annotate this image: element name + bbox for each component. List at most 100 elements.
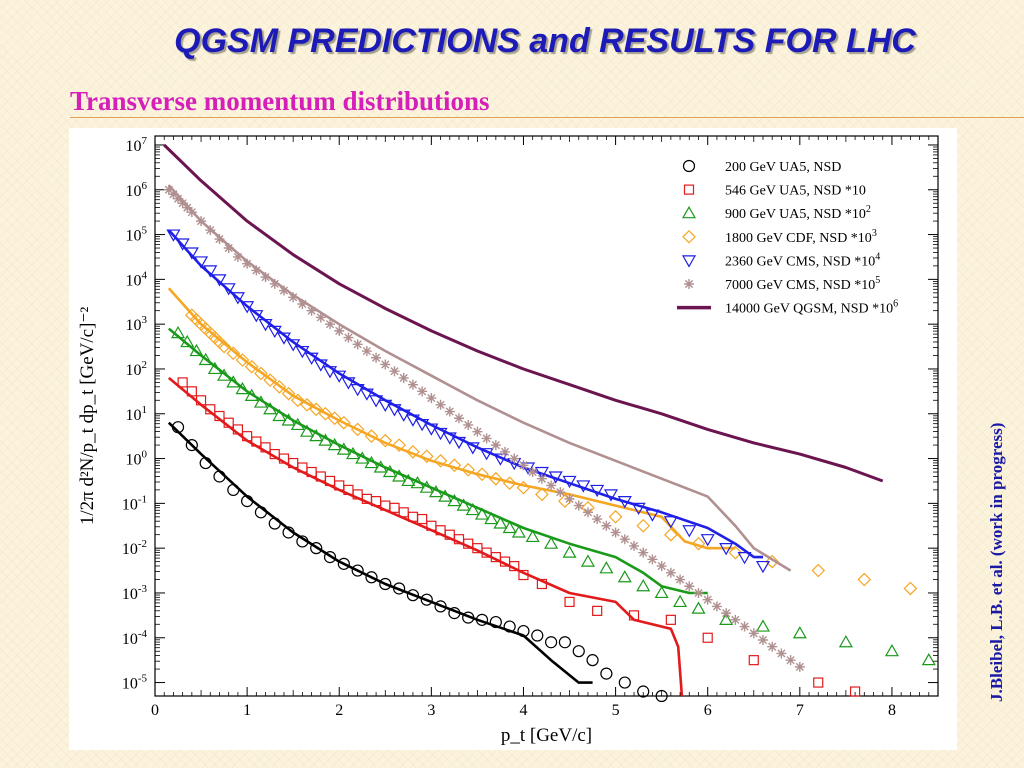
data-point-0 xyxy=(558,636,572,649)
data-point-5 xyxy=(444,406,455,417)
legend-swatch xyxy=(682,159,696,173)
data-point-5 xyxy=(767,641,778,652)
y-tick-label: 100 xyxy=(126,449,148,469)
y-tick-label: 10-3 xyxy=(122,583,148,603)
y-tick-label: 101 xyxy=(126,404,148,424)
x-tick-label: 4 xyxy=(519,702,527,719)
data-point-4 xyxy=(617,496,632,509)
data-point-3 xyxy=(433,453,448,468)
data-point-3 xyxy=(664,527,678,542)
x-tick-label: 5 xyxy=(612,702,620,719)
data-point-2 xyxy=(382,464,397,478)
data-point-0 xyxy=(379,577,392,591)
data-point-3 xyxy=(309,402,324,417)
series-curve-1 xyxy=(167,376,684,696)
data-point-5 xyxy=(260,272,271,283)
data-point-1 xyxy=(232,424,244,435)
data-point-2 xyxy=(299,424,315,437)
legend-swatch xyxy=(683,184,695,195)
data-point-4 xyxy=(221,283,236,296)
data-point-4 xyxy=(451,436,467,450)
data-point-2 xyxy=(170,325,186,339)
data-point-1 xyxy=(186,386,197,397)
data-point-4 xyxy=(267,325,282,339)
data-point-5 xyxy=(352,339,363,350)
data-point-4 xyxy=(590,484,605,498)
series-curve-3 xyxy=(167,287,736,550)
data-point-5 xyxy=(481,433,492,444)
data-point-3 xyxy=(336,415,351,430)
data-point-1 xyxy=(702,632,713,643)
data-point-3 xyxy=(364,429,379,444)
data-point-5 xyxy=(601,520,612,531)
data-point-1 xyxy=(849,686,861,697)
data-point-3 xyxy=(447,458,462,473)
data-point-5 xyxy=(721,608,732,619)
data-point-4 xyxy=(240,301,255,314)
data-point-5 xyxy=(693,587,704,598)
data-point-2 xyxy=(673,594,688,608)
data-point-5 xyxy=(739,621,750,632)
data-point-5 xyxy=(297,299,308,309)
data-point-2 xyxy=(419,480,434,493)
data-point-4 xyxy=(341,377,356,390)
data-point-3 xyxy=(636,518,651,533)
x-tick-label: 8 xyxy=(888,702,896,719)
data-point-0 xyxy=(406,589,420,602)
data-point-5 xyxy=(186,207,197,218)
data-point-4 xyxy=(562,475,577,489)
data-point-5 xyxy=(619,534,630,545)
data-point-3 xyxy=(254,366,268,381)
data-point-3 xyxy=(263,373,277,388)
data-point-5 xyxy=(398,372,409,383)
data-point-5 xyxy=(380,359,391,370)
data-point-1 xyxy=(628,610,640,621)
data-point-0 xyxy=(600,667,613,680)
data-point-5 xyxy=(288,292,299,303)
data-point-0 xyxy=(637,685,650,698)
data-point-5 xyxy=(730,614,741,625)
data-point-5 xyxy=(527,467,538,477)
data-point-5 xyxy=(334,325,345,336)
data-point-5 xyxy=(251,265,262,276)
data-point-2 xyxy=(474,507,490,520)
y-axis-label: 1/2π d²N/p_t dp_t [GeV/c]⁻² xyxy=(77,307,98,526)
data-point-3 xyxy=(419,449,434,464)
data-point-0 xyxy=(586,654,599,667)
legend-label: 2360 GeV CMS, NSD *104 xyxy=(725,251,880,269)
y-tick-label: 105 xyxy=(126,225,148,245)
data-point-5 xyxy=(592,514,603,525)
y-tick-label: 102 xyxy=(126,359,148,379)
data-point-0 xyxy=(618,676,631,689)
data-point-1 xyxy=(518,569,529,581)
data-point-5 xyxy=(306,305,317,316)
data-point-0 xyxy=(475,613,489,626)
legend-swatch xyxy=(682,229,696,244)
data-point-0 xyxy=(545,636,558,649)
data-point-2 xyxy=(719,612,734,625)
data-point-3 xyxy=(235,353,250,367)
y-tick-label: 103 xyxy=(126,314,148,334)
data-point-3 xyxy=(488,471,503,486)
slide-title: QGSM PREDICTIONS and RESULTS FOR LHC xyxy=(174,22,916,60)
data-point-2 xyxy=(654,585,669,599)
data-point-2 xyxy=(309,428,324,442)
plot-panel: 0 1 2 3 4 5 6 7 8 107 106 105 104 103 102 101 100 10-1 10-… xyxy=(69,128,957,750)
data-point-3 xyxy=(406,444,420,459)
data-point-3 xyxy=(903,581,918,596)
data-point-0 xyxy=(282,526,295,539)
y-tick-label: 106 xyxy=(126,180,148,200)
data-point-5 xyxy=(564,493,575,504)
series-curve-4 xyxy=(167,229,763,559)
x-axis-label: p_t [GeV/c] xyxy=(501,725,592,746)
data-point-4 xyxy=(286,339,301,352)
series-curve-5 xyxy=(167,184,792,572)
data-point-0 xyxy=(199,456,212,470)
data-point-0 xyxy=(462,611,475,624)
data-point-2 xyxy=(456,498,471,511)
x-tick-label: 3 xyxy=(427,702,435,719)
x-tick-label: 0 xyxy=(151,702,159,719)
series-curve-6 xyxy=(163,143,884,483)
data-point-0 xyxy=(572,645,585,658)
data-point-5 xyxy=(407,379,418,390)
